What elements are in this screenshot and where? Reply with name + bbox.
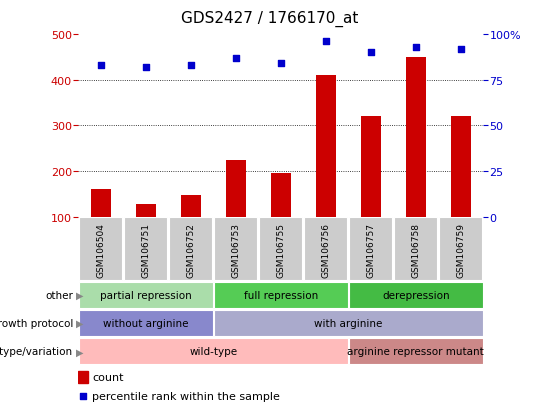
Bar [91, 190, 111, 217]
Bar [349, 218, 393, 280]
Point [367, 50, 375, 57]
Text: derepression: derepression [382, 290, 450, 300]
Point [276, 61, 285, 68]
Bar [304, 218, 347, 280]
Bar [136, 204, 156, 217]
Bar [79, 311, 213, 336]
Text: GDS2427 / 1766170_at: GDS2427 / 1766170_at [181, 10, 359, 26]
Text: partial repression: partial repression [100, 290, 192, 300]
Point [232, 55, 240, 62]
Bar [214, 311, 483, 336]
Bar [181, 195, 201, 217]
Text: other: other [45, 290, 73, 300]
Bar [214, 218, 258, 280]
Text: ▶: ▶ [76, 318, 83, 328]
Point [79, 393, 87, 399]
Bar [349, 282, 483, 308]
Text: GSM106751: GSM106751 [141, 222, 150, 277]
Bar [79, 282, 213, 308]
Bar [79, 218, 123, 280]
Text: GSM106758: GSM106758 [411, 222, 420, 277]
Text: GSM106757: GSM106757 [366, 222, 375, 277]
Text: ▶: ▶ [76, 290, 83, 300]
Point [97, 63, 105, 69]
Bar [78, 370, 89, 383]
Text: full repression: full repression [244, 290, 318, 300]
Bar [406, 58, 426, 217]
Bar [271, 173, 291, 217]
Text: GSM106753: GSM106753 [231, 222, 240, 277]
Text: without arginine: without arginine [103, 318, 188, 328]
Point [456, 46, 465, 53]
Text: wild-type: wild-type [189, 347, 238, 356]
Bar [361, 117, 381, 217]
Text: GSM106504: GSM106504 [96, 222, 105, 277]
Bar [79, 339, 348, 364]
Text: genotype/variation: genotype/variation [0, 347, 73, 356]
Bar [259, 218, 302, 280]
Bar [226, 160, 246, 217]
Text: ▶: ▶ [76, 347, 83, 356]
Bar [214, 282, 348, 308]
Bar [169, 218, 212, 280]
Text: growth protocol: growth protocol [0, 318, 73, 328]
Point [411, 45, 420, 51]
Text: GSM106759: GSM106759 [456, 222, 465, 277]
Point [321, 39, 330, 46]
Bar [451, 117, 471, 217]
Text: with arginine: with arginine [314, 318, 382, 328]
Text: percentile rank within the sample: percentile rank within the sample [92, 391, 280, 401]
Text: GSM106756: GSM106756 [321, 222, 330, 277]
Text: GSM106755: GSM106755 [276, 222, 285, 277]
Bar [439, 218, 482, 280]
Point [186, 63, 195, 69]
Text: arginine repressor mutant: arginine repressor mutant [347, 347, 484, 356]
Text: count: count [92, 372, 124, 382]
Bar [349, 339, 483, 364]
Bar [316, 76, 336, 217]
Bar [124, 218, 167, 280]
Text: GSM106752: GSM106752 [186, 222, 195, 277]
Bar [394, 218, 437, 280]
Point [141, 64, 150, 71]
